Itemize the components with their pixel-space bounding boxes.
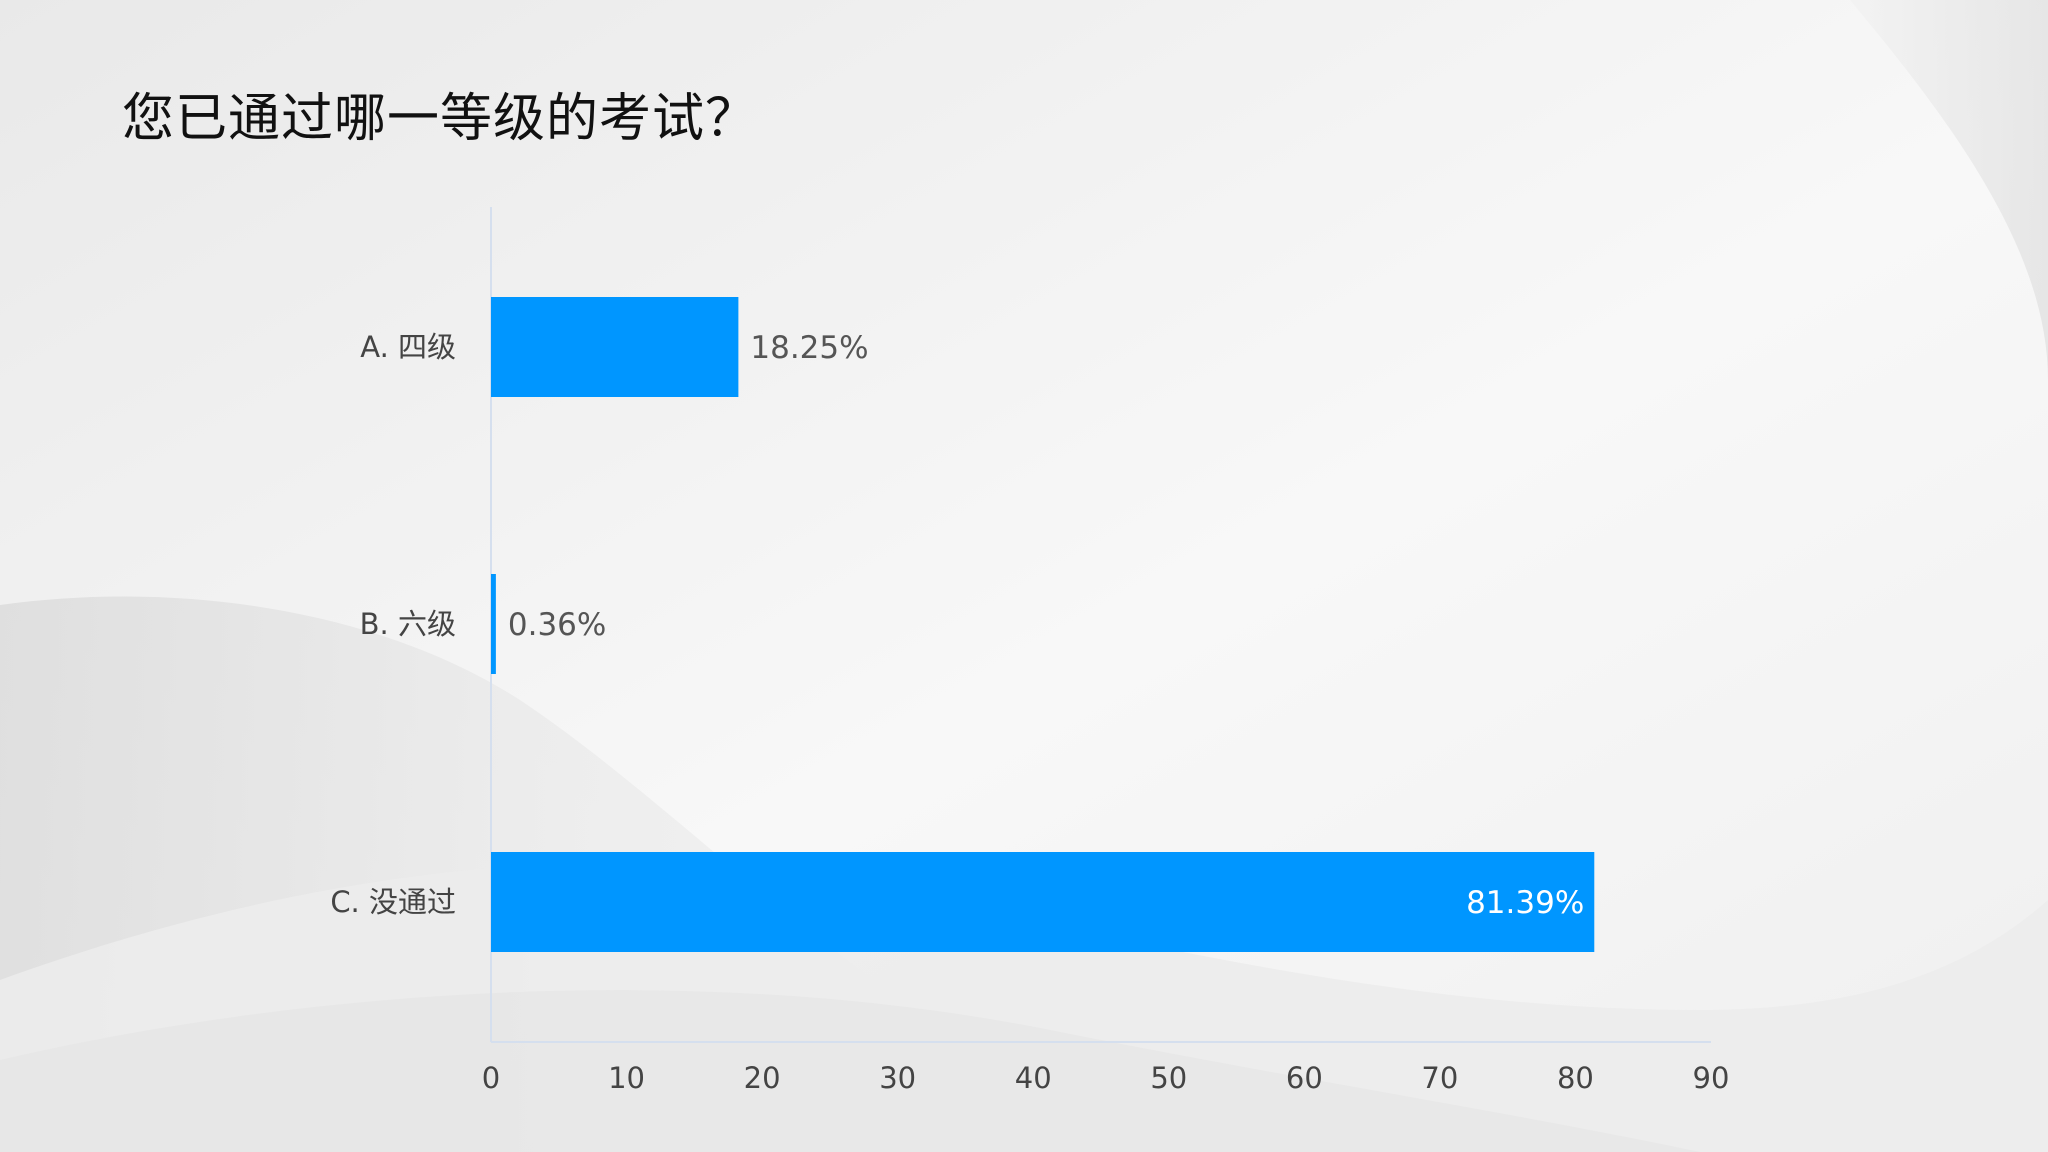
bar <box>491 852 1595 952</box>
x-tick-label: 90 <box>1693 1061 1730 1095</box>
x-tick-label: 20 <box>744 1061 781 1095</box>
x-tick-label: 60 <box>1286 1061 1323 1095</box>
category-label: A. 四级 <box>360 330 456 364</box>
labels: A. 四级 18.25% B. 六级 0.36% C. 没通过 81.39% <box>330 330 1584 921</box>
category-label: C. 没通过 <box>330 885 456 919</box>
x-tick-label: 80 <box>1557 1061 1594 1095</box>
data-label: 81.39% <box>1466 885 1584 921</box>
data-label: 18.25% <box>750 330 868 366</box>
x-tick-label: 70 <box>1421 1061 1458 1095</box>
bar <box>491 297 739 397</box>
chart-title: 您已通过哪一等级的考试？ <box>122 89 759 149</box>
x-tick-label: 0 <box>482 1061 500 1095</box>
x-tick-label: 50 <box>1150 1061 1187 1095</box>
bar <box>491 574 496 674</box>
x-tick-label: 10 <box>608 1061 645 1095</box>
x-tick-label: 30 <box>879 1061 916 1095</box>
category-label: B. 六级 <box>360 607 456 641</box>
x-tick-label: 40 <box>1015 1061 1052 1095</box>
bars <box>491 297 1595 952</box>
data-label: 0.36% <box>508 607 606 643</box>
